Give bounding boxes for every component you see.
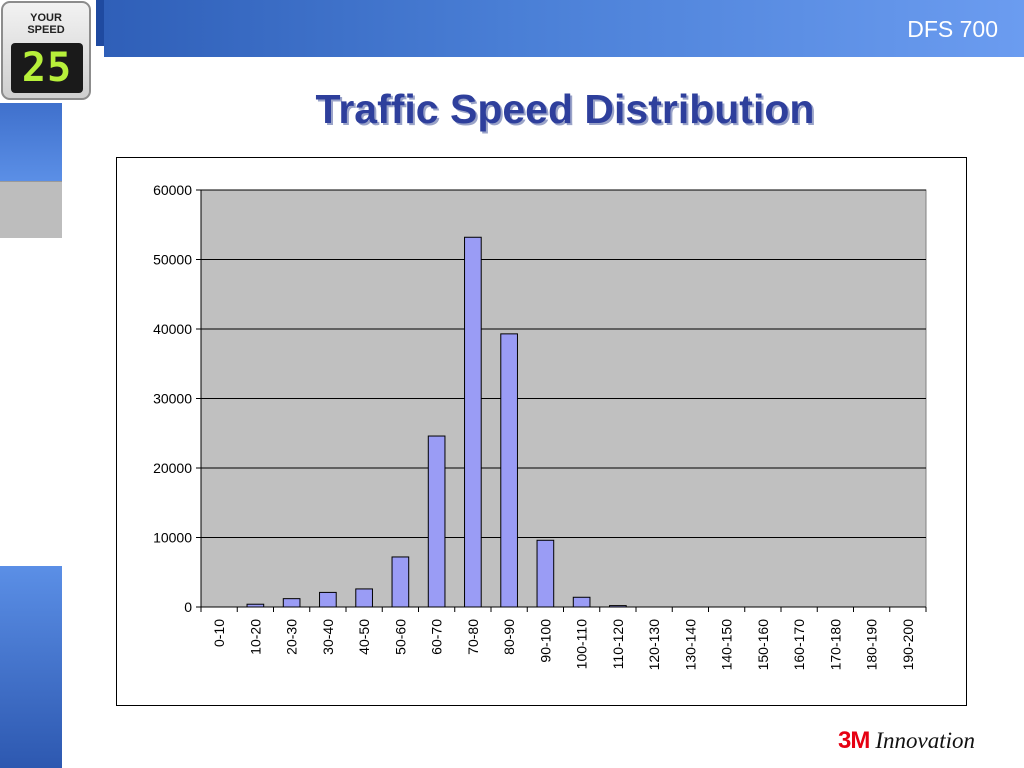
logo-line-2: SPEED <box>27 24 65 36</box>
bar <box>427 435 446 608</box>
x-tick-label: 120-130 <box>646 619 662 671</box>
x-tick-label: 170-180 <box>827 619 843 671</box>
x-tick-label: 110-120 <box>610 619 626 670</box>
x-tick-label: 160-170 <box>791 619 807 671</box>
bar <box>319 591 337 608</box>
header-banner <box>104 0 1024 57</box>
x-tick-label: 30-40 <box>320 619 336 655</box>
logo-digits: 25 <box>21 45 73 91</box>
bar <box>536 539 555 608</box>
left-decor-block-gray <box>0 181 62 238</box>
x-tick-label: 50-60 <box>392 619 408 655</box>
x-tick-label: 190-200 <box>900 619 916 671</box>
y-tick-label: 60000 <box>153 182 192 198</box>
x-tick-label: 0-10 <box>211 619 227 647</box>
x-tick-label: 100-110 <box>574 619 590 670</box>
x-tick-label: 70-80 <box>465 619 481 655</box>
logo-line-1: YOUR <box>30 12 62 24</box>
bar <box>572 596 591 608</box>
bar <box>355 588 373 608</box>
y-tick-label: 30000 <box>153 391 192 407</box>
x-tick-label: 80-90 <box>501 619 517 655</box>
y-tick-label: 50000 <box>153 252 192 268</box>
bar-chart: 0 10000 20000 30000 40000 50000 60000 0-10 10-20… <box>153 182 927 671</box>
y-tick-label: 40000 <box>153 321 192 337</box>
x-tick-label: 180-190 <box>864 619 880 671</box>
banner-accent <box>96 0 104 46</box>
y-tick-label: 10000 <box>153 530 192 546</box>
x-tick-label: 20-30 <box>284 619 300 655</box>
y-tick-label: 0 <box>184 599 192 615</box>
bar <box>464 236 482 608</box>
bar <box>282 598 301 608</box>
left-decor-block-bottom <box>0 566 62 768</box>
slide-header-title: DFS 700 <box>907 16 998 42</box>
brand-mark: 3M <box>838 727 870 754</box>
left-decor-block-blue <box>0 103 62 181</box>
x-tick-label: 90-100 <box>537 619 553 663</box>
chart-frame: 0 10000 20000 30000 40000 50000 60000 0-10 10-20… <box>116 157 967 706</box>
logo-text: YOUR SPEED <box>3 12 89 36</box>
bar <box>391 556 410 608</box>
x-tick-label: 150-160 <box>755 619 771 671</box>
speed-sign-logo: YOUR SPEED 25 <box>1 1 91 100</box>
x-tick-label: 60-70 <box>429 619 445 655</box>
logo-display: 25 <box>11 43 83 93</box>
page-title: Traffic Speed Distribution <box>315 86 815 132</box>
brand-word: Innovation <box>875 728 975 753</box>
bar <box>500 333 518 608</box>
y-tick-label: 20000 <box>153 460 192 476</box>
bar <box>609 605 627 608</box>
bar <box>246 603 265 608</box>
x-tick-label: 10-20 <box>247 619 263 655</box>
x-tick-label: 130-140 <box>682 619 698 671</box>
brand-logo: 3M Innovation <box>838 727 975 757</box>
x-tick-label: 140-150 <box>719 619 735 671</box>
x-tick-label: 40-50 <box>356 619 372 655</box>
